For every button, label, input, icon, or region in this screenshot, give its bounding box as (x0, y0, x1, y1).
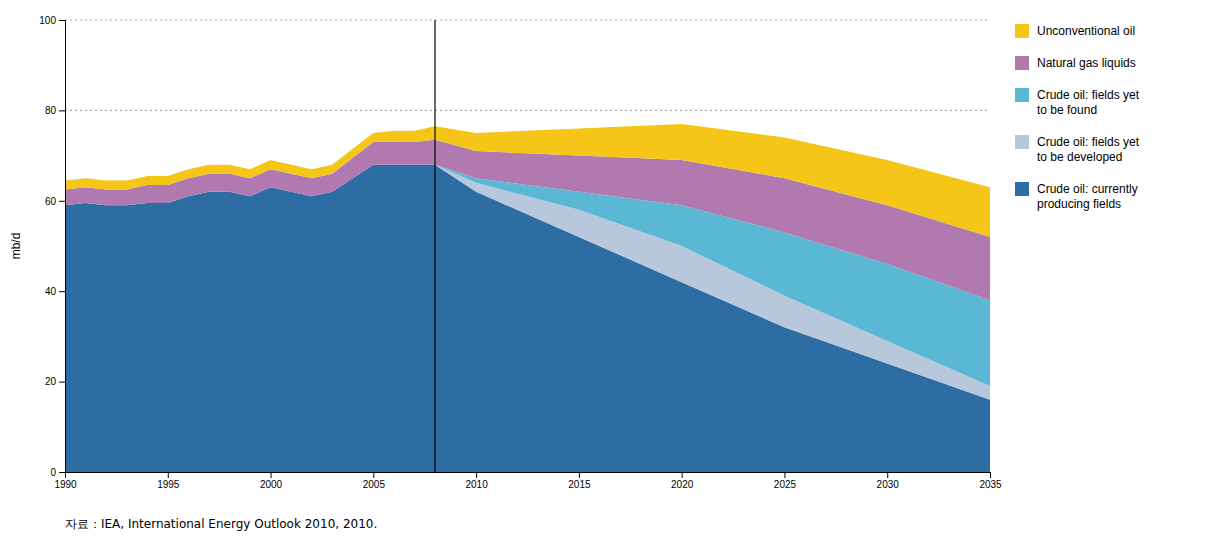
x-tick-label: 2025 (774, 479, 797, 490)
legend-item: Crude oil: currentlyproducing fields (1015, 182, 1138, 211)
x-tick-label: 2005 (363, 479, 386, 490)
y-tick: 40 (45, 286, 65, 297)
legend-swatch (1015, 88, 1029, 102)
x-tick-label: 2010 (465, 479, 488, 490)
vline (434, 20, 435, 472)
y-tick-label: 100 (39, 15, 56, 26)
x-tick: 2015 (568, 472, 591, 490)
x-axis: 1990 1995 2000 2005 2010 2015 2020 2025 2030 2035 (54, 472, 1002, 490)
legend-label: Unconventional oil (1037, 24, 1135, 38)
x-tick: 2010 (465, 472, 488, 490)
legend-label: Crude oil: fields yetto be developed (1037, 135, 1140, 164)
x-axis-line (66, 473, 991, 479)
y-tick-mark (59, 472, 65, 473)
legend-item: Crude oil: fields yetto be developed (1015, 135, 1140, 164)
x-tick: 2020 (671, 472, 694, 490)
legend-swatch (1015, 182, 1029, 196)
legend: Unconventional oil Natural gas liquids Cru… (1015, 24, 1140, 211)
x-tick: 2025 (774, 472, 797, 490)
y-tick-mark (59, 20, 65, 21)
y-axis-line (59, 21, 66, 473)
legend-label: Crude oil: currentlyproducing fields (1037, 182, 1138, 211)
y-tick: 0 (50, 467, 65, 478)
x-tick-mark (887, 472, 888, 478)
legend-label-line: Crude oil: fields yet (1037, 135, 1140, 149)
reference-lines (65, 20, 990, 472)
y-axis-title: mb/d (9, 233, 23, 260)
y-tick-label: 80 (45, 105, 57, 116)
x-tick-mark (373, 472, 374, 478)
chart: 1990 1995 2000 2005 2010 2015 2020 2025 2030 2035… (0, 0, 1230, 542)
footnote: 자료：IEA, International Energy Outlook 201… (65, 517, 377, 531)
x-tick: 1995 (157, 472, 180, 490)
y-tick-mark (59, 110, 65, 111)
x-tick-mark (990, 472, 991, 478)
y-tick-label: 60 (45, 196, 57, 207)
areas (65, 124, 990, 472)
hline (65, 19, 990, 20)
legend-swatch (1015, 135, 1029, 149)
y-tick: 100 (39, 15, 65, 26)
x-tick: 2005 (363, 472, 386, 490)
y-axis: 0 20 40 60 80 100 (39, 15, 65, 478)
legend-label-line: Unconventional oil (1037, 24, 1135, 38)
x-tick-mark (579, 472, 580, 478)
legend-swatch (1015, 56, 1029, 70)
x-tick-mark (476, 472, 477, 478)
x-tick-mark (784, 472, 785, 478)
x-tick-label: 1990 (54, 479, 77, 490)
y-tick-label: 0 (50, 467, 56, 478)
x-tick-mark (168, 472, 169, 478)
y-tick: 80 (45, 105, 65, 116)
legend-label-line: Crude oil: currently (1037, 182, 1138, 196)
legend-label-line: producing fields (1037, 197, 1121, 211)
legend-label-line: Natural gas liquids (1037, 56, 1136, 70)
x-tick: 2035 (979, 472, 1002, 490)
hline (65, 110, 990, 111)
legend-item: Unconventional oil (1015, 24, 1135, 38)
x-tick-mark (682, 472, 683, 478)
y-tick-label: 20 (45, 376, 57, 387)
plot: 1990 1995 2000 2005 2010 2015 2020 2025 2030 2035… (9, 15, 1002, 490)
x-tick: 2000 (260, 472, 283, 490)
y-tick-mark (59, 382, 65, 383)
legend-label: Natural gas liquids (1037, 56, 1136, 70)
legend-item: Natural gas liquids (1015, 56, 1136, 70)
y-tick-label: 40 (45, 286, 57, 297)
x-tick-label: 2020 (671, 479, 694, 490)
legend-label: Crude oil: fields yetto be found (1037, 88, 1140, 117)
legend-label-line: to be developed (1037, 150, 1122, 164)
legend-item: Crude oil: fields yetto be found (1015, 88, 1140, 117)
y-tick: 20 (45, 376, 65, 387)
legend-label-line: Crude oil: fields yet (1037, 88, 1140, 102)
y-tick-mark (59, 201, 65, 202)
x-tick: 2030 (877, 472, 900, 490)
x-tick-mark (271, 472, 272, 478)
x-tick-label: 2030 (877, 479, 900, 490)
x-tick-label: 2000 (260, 479, 283, 490)
legend-swatch (1015, 24, 1029, 38)
y-tick: 60 (45, 196, 65, 207)
x-tick-label: 2035 (979, 479, 1002, 490)
legend-label-line: to be found (1037, 103, 1097, 117)
y-tick-mark (59, 291, 65, 292)
area (65, 124, 990, 237)
x-tick-label: 2015 (568, 479, 591, 490)
x-tick: 1990 (54, 472, 77, 490)
x-tick-label: 1995 (157, 479, 180, 490)
